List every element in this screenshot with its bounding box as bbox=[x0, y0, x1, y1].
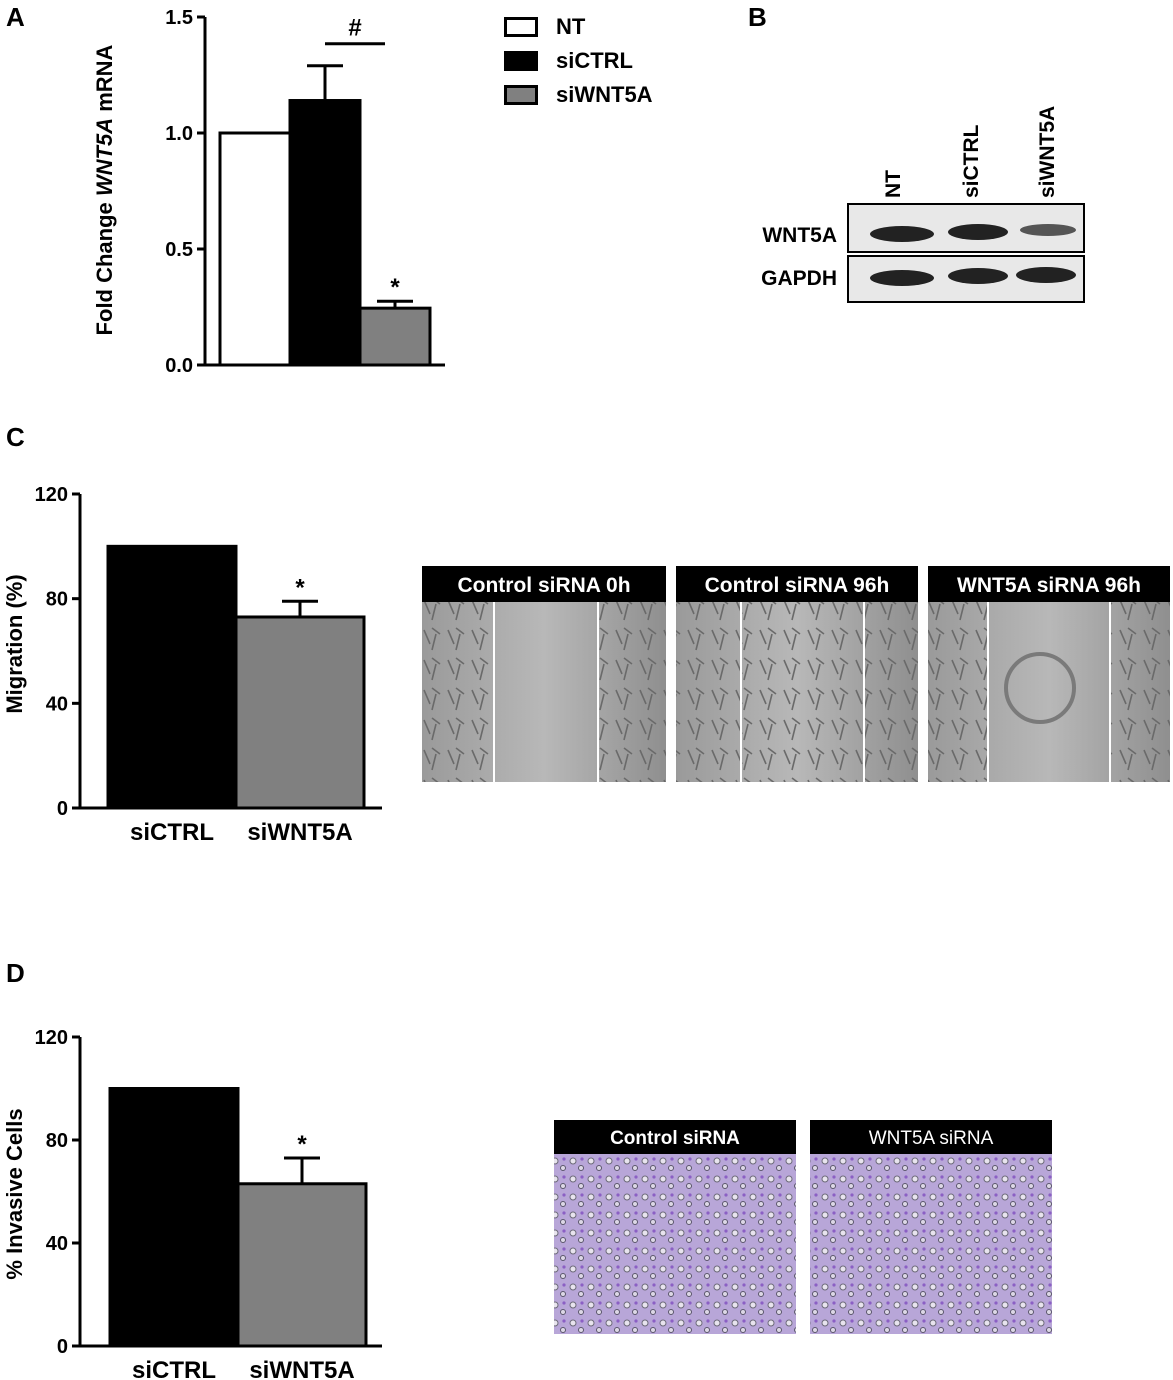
band-gapdh-nt bbox=[870, 270, 934, 286]
invasion-label-1: Control siRNA bbox=[610, 1128, 740, 1149]
chart-d-ytick-label: 40 bbox=[46, 1233, 68, 1255]
legend-label-siwnt5a: siWNT5A bbox=[556, 82, 653, 107]
chart-d-category-label: siCTRL bbox=[132, 1357, 216, 1380]
chart-c-bar bbox=[234, 615, 366, 810]
band-wnt5a-nt bbox=[870, 226, 934, 242]
chart-d-ylabel: % Invasive Cells bbox=[2, 1108, 27, 1279]
panel-letter-c: C bbox=[6, 422, 25, 452]
chart-a-bar bbox=[358, 306, 432, 367]
chart-d-ytick-label: 0 bbox=[57, 1336, 68, 1358]
invasion-images: Control siRNA WNT5A siRNA bbox=[554, 1120, 1052, 1334]
band-wnt5a-sictrl bbox=[948, 224, 1008, 240]
blot-lane-sictrl: siCTRL bbox=[960, 124, 983, 198]
band-wnt5a-siwnt5a bbox=[1020, 224, 1076, 236]
chart-c-ytick-label: 120 bbox=[35, 484, 68, 506]
chart-c-category-label: siWNT5A bbox=[247, 819, 352, 846]
band-gapdh-sictrl bbox=[948, 268, 1008, 284]
chart-a-significance-star: * bbox=[390, 274, 400, 301]
chart-c-ytick-label: 80 bbox=[46, 589, 68, 611]
chart-d-bar bbox=[108, 1087, 240, 1348]
invasion-label-2: WNT5A siRNA bbox=[869, 1128, 994, 1149]
chart-d: 0 40 80 120 siCTRL siWNT5A * % Invasive Cells bbox=[2, 1027, 382, 1380]
legend-item-sictrl: siCTRL bbox=[504, 44, 653, 78]
chart-a-ytick-label: 1.0 bbox=[165, 123, 193, 145]
invasion-image-wnt5a: WNT5A siRNA bbox=[810, 1120, 1052, 1334]
chart-c-bar bbox=[106, 544, 238, 810]
legend-swatch-siwnt5a bbox=[504, 85, 538, 105]
chart-d-category-label: siWNT5A bbox=[249, 1357, 354, 1380]
chart-d-ytick-label: 80 bbox=[46, 1130, 68, 1152]
western-blot: NT siCTRL siWNT5A WNT5A GAPDH bbox=[761, 106, 1085, 303]
chart-a-legend: NT siCTRL siWNT5A bbox=[504, 10, 653, 112]
migration-image-wnt5a-96h: WNT5A siRNA 96h bbox=[928, 566, 1170, 782]
chart-d-ytick-label: 120 bbox=[35, 1027, 68, 1049]
chart-d-significance-star: * bbox=[297, 1131, 307, 1158]
chart-a-ytick-label: 1.5 bbox=[165, 7, 193, 29]
legend-item-nt: NT bbox=[504, 10, 653, 44]
panel-letter-a: A bbox=[6, 2, 25, 32]
chart-a-bar bbox=[218, 131, 292, 367]
chart-a-ytick-label: 0.5 bbox=[165, 239, 193, 261]
chart-c-ytick-label: 40 bbox=[46, 693, 68, 715]
migration-image-control-0h: Control siRNA 0h bbox=[422, 566, 666, 782]
chart-c-significance-star: * bbox=[295, 574, 305, 601]
chart-a: 0.0 0.5 1.0 1.5 * # Fold Change WNT5A mRNA bbox=[92, 7, 445, 377]
blot-lane-siwnt5a: siWNT5A bbox=[1036, 106, 1059, 198]
legend-label-sictrl: siCTRL bbox=[556, 48, 633, 73]
chart-a-bar bbox=[288, 99, 362, 367]
migration-label-3: WNT5A siRNA 96h bbox=[957, 574, 1141, 597]
invasion-image-control: Control siRNA bbox=[554, 1120, 796, 1334]
migration-image-control-96h: Control siRNA 96h bbox=[676, 566, 918, 782]
legend-swatch-sictrl bbox=[504, 51, 538, 71]
chart-a-ylabel: Fold Change WNT5A mRNA bbox=[92, 44, 117, 335]
chart-c-category-label: siCTRL bbox=[130, 819, 214, 846]
blot-row-wnt5a: WNT5A bbox=[762, 224, 837, 247]
panel-letter-b: B bbox=[748, 2, 767, 32]
legend-swatch-nt bbox=[504, 17, 538, 37]
chart-d-bar bbox=[236, 1182, 368, 1348]
panel-letter-d: D bbox=[6, 958, 25, 988]
migration-label-2: Control siRNA 96h bbox=[705, 574, 890, 597]
chart-c-ylabel: Migration (%) bbox=[2, 574, 27, 713]
chart-a-significance-hash: # bbox=[348, 15, 361, 42]
chart-c: 0 40 80 120 siCTRL siWNT5A * Migration (%) bbox=[2, 484, 382, 846]
chart-c-ytick-label: 0 bbox=[57, 798, 68, 820]
blot-row-gapdh: GAPDH bbox=[761, 267, 837, 290]
chart-a-ytick-label: 0.0 bbox=[165, 355, 193, 377]
legend-label-nt: NT bbox=[556, 14, 586, 39]
migration-label-1: Control siRNA 0h bbox=[457, 574, 630, 597]
migration-images: Control siRNA 0h Control siRNA 96h WNT5A… bbox=[422, 566, 1170, 782]
legend-item-siwnt5a: siWNT5A bbox=[504, 78, 653, 112]
band-gapdh-siwnt5a bbox=[1016, 267, 1076, 283]
blot-lane-nt: NT bbox=[882, 170, 905, 198]
